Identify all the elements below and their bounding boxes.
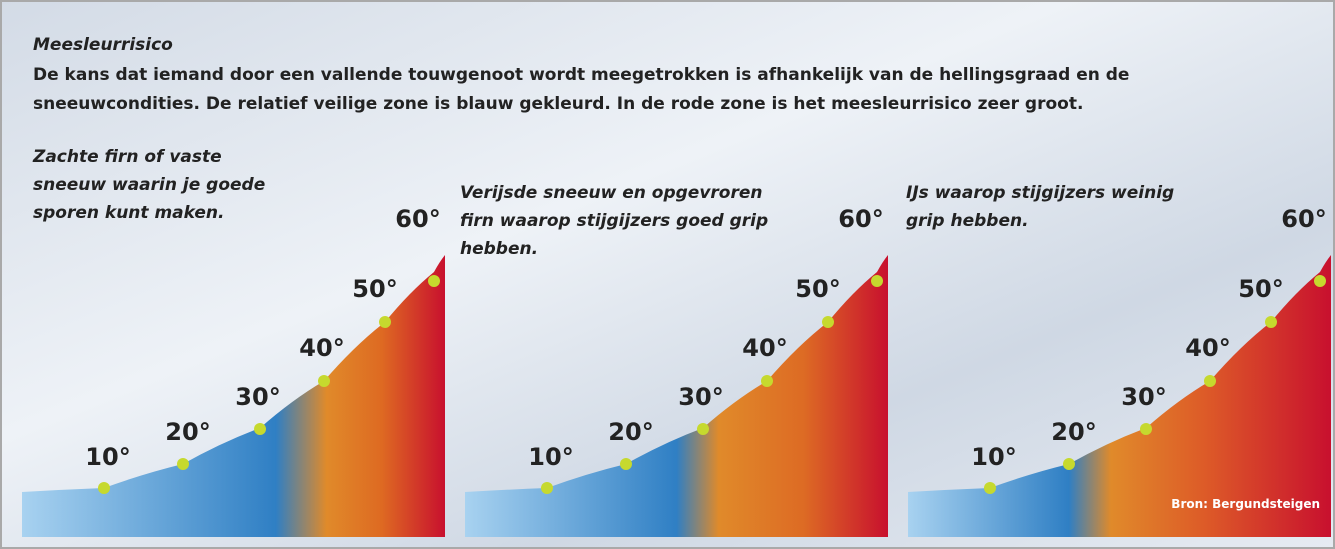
description: De kans dat iemand door een vallende tou… (33, 65, 1129, 85)
angle-dot (98, 482, 110, 494)
angle-dot (428, 275, 440, 287)
angle-dot (379, 316, 391, 328)
panel-label: Zachte firn of vaste (32, 147, 222, 167)
panel-label: sporen kunt maken. (33, 203, 224, 223)
angle-label: 50° (1238, 275, 1283, 303)
angle-dot (871, 275, 883, 287)
angle-label: 10° (85, 443, 130, 471)
panel-label: firn waarop stijgijzers goed grip (460, 211, 768, 231)
angle-label: 20° (608, 418, 653, 446)
angle-label: 50° (352, 275, 397, 303)
panel-label: grip hebben. (906, 211, 1029, 231)
angle-label: 30° (1121, 383, 1166, 411)
angle-dot (1265, 316, 1277, 328)
panel-label: sneeuw waarin je goede (33, 175, 265, 195)
angle-dot (541, 482, 553, 494)
angle-dot (1204, 375, 1216, 387)
angle-dot (177, 458, 189, 470)
angle-label: 30° (235, 383, 280, 411)
angle-label: 60° (838, 205, 883, 233)
panel-label: Verijsde sneeuw en opgevroren (460, 183, 763, 203)
infographic: Meesleurrisico De kans dat iemand door e… (0, 0, 1335, 549)
angle-label: 50° (795, 275, 840, 303)
angle-dot (1314, 275, 1326, 287)
angle-dot (822, 316, 834, 328)
angle-label: 10° (971, 443, 1016, 471)
angle-dot (1140, 423, 1152, 435)
page: Meesleurrisico De kans dat iemand door e… (0, 0, 1335, 549)
angle-dot (620, 458, 632, 470)
source: Bron: Bergundsteigen (1171, 497, 1320, 511)
angle-label: 40° (299, 334, 344, 362)
angle-label: 40° (742, 334, 787, 362)
angle-label: 40° (1185, 334, 1230, 362)
angle-label: 20° (165, 418, 210, 446)
angle-dot (984, 482, 996, 494)
panel-label: hebben. (460, 239, 538, 259)
angle-dot (254, 423, 266, 435)
angle-dot (697, 423, 709, 435)
title: Meesleurrisico (33, 35, 173, 55)
angle-label: 60° (1281, 205, 1326, 233)
panel-label: IJs waarop stijgijzers weinig (906, 183, 1174, 203)
angle-label: 60° (395, 205, 440, 233)
angle-dot (318, 375, 330, 387)
angle-dot (1063, 458, 1075, 470)
angle-label: 10° (528, 443, 573, 471)
description: sneeuwcondities. De relatief veilige zon… (33, 94, 1083, 114)
angle-label: 30° (678, 383, 723, 411)
angle-dot (761, 375, 773, 387)
angle-label: 20° (1051, 418, 1096, 446)
